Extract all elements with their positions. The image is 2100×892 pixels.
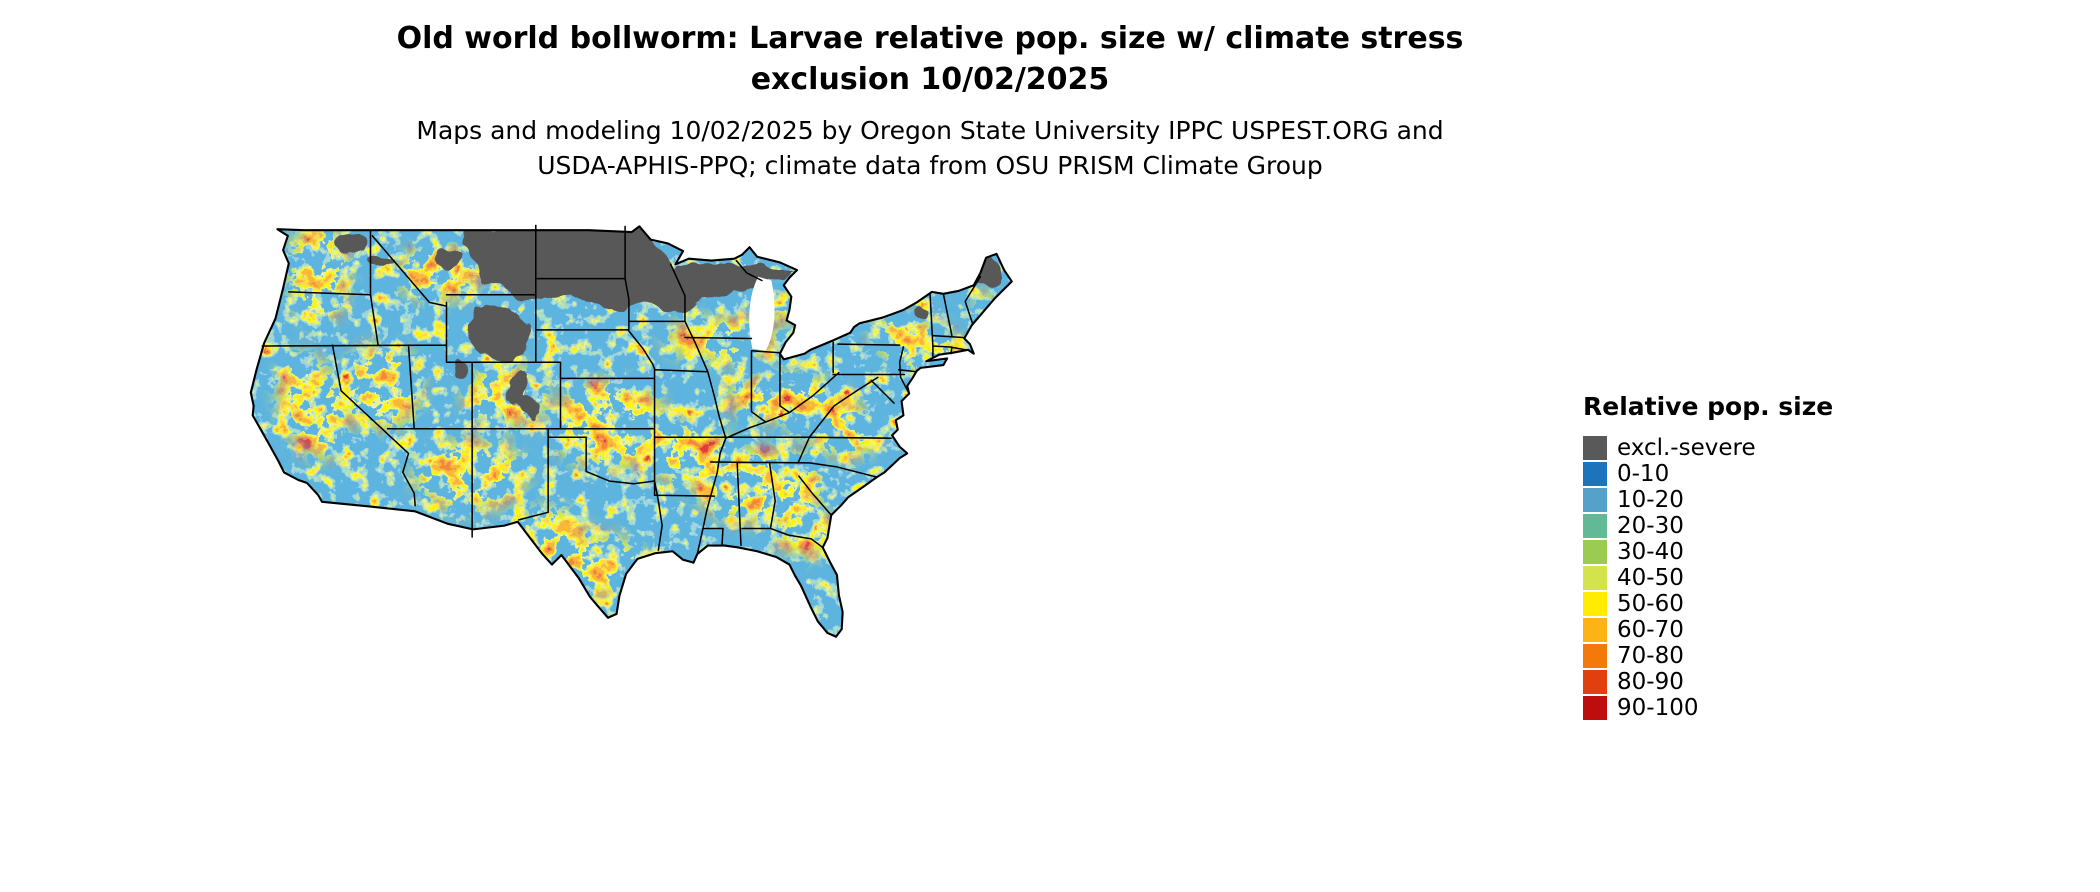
legend-label: 0-10 (1617, 461, 1670, 487)
legend-color-swatch (1583, 566, 1607, 590)
legend-label: 60-70 (1617, 617, 1684, 643)
legend-item-30-40: 30-40 (1583, 539, 1833, 565)
subtitle-line-1: Maps and modeling 10/02/2025 by Oregon S… (416, 115, 1444, 145)
subtitle-line-2: USDA-APHIS-PPQ; climate data from OSU PR… (537, 150, 1323, 180)
legend-item-80-90: 80-90 (1583, 669, 1833, 695)
high-population-hotspot-layer (250, 226, 1012, 637)
legend-color-swatch (1583, 488, 1607, 512)
legend-label: 70-80 (1617, 643, 1684, 669)
map-legend: Relative pop. size excl.-severe 0-10 10-20… (1583, 392, 1833, 721)
legend-item-10-20: 10-20 (1583, 487, 1833, 513)
legend-item-70-80: 70-80 (1583, 643, 1833, 669)
legend-items: excl.-severe 0-10 10-20 20-30 30-40 40-50 50-6… (1583, 435, 1833, 721)
title-line-2: exclusion 10/02/2025 (750, 62, 1110, 98)
us-risk-map (228, 148, 1140, 660)
legend-label: excl.-severe (1617, 435, 1756, 461)
page-header: Old world bollworm: Larvae relative pop.… (230, 18, 1630, 183)
legend-color-swatch (1583, 514, 1607, 538)
us-map-svg (249, 224, 1013, 638)
legend-color-swatch (1583, 462, 1607, 486)
map-raster-layers (250, 226, 1012, 637)
legend-label: 80-90 (1617, 669, 1684, 695)
page-title: Old world bollworm: Larvae relative pop.… (230, 18, 1630, 101)
legend-label: 90-100 (1617, 695, 1699, 721)
lake-michigan (749, 276, 775, 351)
legend-item-60-70: 60-70 (1583, 617, 1833, 643)
legend-color-swatch (1583, 540, 1607, 564)
climate-exclusion-layer (336, 227, 1001, 420)
legend-item-40-50: 40-50 (1583, 565, 1833, 591)
legend-item-0-10: 0-10 (1583, 461, 1833, 487)
state-borders (261, 224, 982, 555)
legend-color-swatch (1583, 696, 1607, 720)
page-subtitle: Maps and modeling 10/02/2025 by Oregon S… (230, 113, 1630, 183)
legend-item-50-60: 50-60 (1583, 591, 1833, 617)
legend-label: 30-40 (1617, 539, 1684, 565)
title-line-1: Old world bollworm: Larvae relative pop.… (396, 21, 1464, 56)
legend-color-swatch (1583, 618, 1607, 642)
legend-color-swatch (1583, 436, 1607, 460)
legend-color-swatch (1583, 670, 1607, 694)
legend-color-swatch (1583, 644, 1607, 668)
legend-label: 10-20 (1617, 487, 1684, 513)
legend-color-swatch (1583, 592, 1607, 616)
legend-label: 50-60 (1617, 591, 1684, 617)
legend-item-20-30: 20-30 (1583, 513, 1833, 539)
legend-label: 20-30 (1617, 513, 1684, 539)
legend-title: Relative pop. size (1583, 392, 1834, 421)
legend-item-excl.-severe: excl.-severe (1583, 435, 1833, 461)
legend-label: 40-50 (1617, 565, 1684, 591)
legend-item-90-100: 90-100 (1583, 695, 1833, 721)
